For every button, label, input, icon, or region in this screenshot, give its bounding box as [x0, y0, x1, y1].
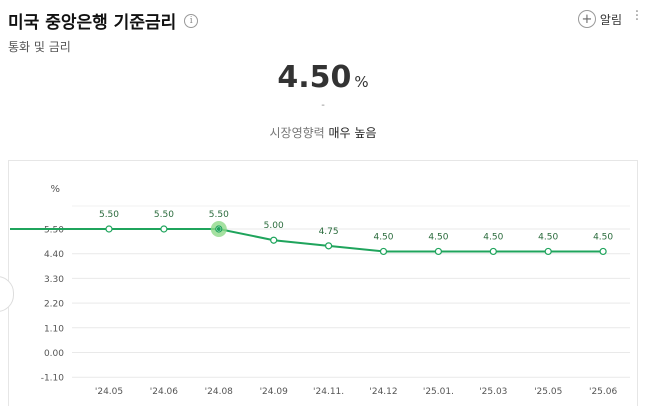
- x-tick-label: '25.05: [534, 387, 562, 397]
- y-tick-label: -1.10: [41, 374, 65, 384]
- data-label: 4.50: [593, 232, 613, 242]
- data-label: 5.00: [264, 221, 284, 231]
- data-label: 5.50: [154, 210, 174, 220]
- alert-label: 알림: [599, 12, 622, 27]
- impact-label: 시장영향력: [269, 126, 325, 140]
- data-point: [544, 247, 552, 256]
- data-point: [325, 242, 333, 250]
- title-text: 미국 중앙은행 기준금리: [8, 13, 177, 33]
- rate-unit: %: [354, 73, 369, 91]
- more-vertical-icon[interactable]: · · ·: [634, 4, 640, 28]
- info-icon[interactable]: i: [184, 13, 199, 28]
- chart-panel: [8, 160, 638, 406]
- x-tick-label: '24.08: [205, 387, 234, 397]
- x-tick-label: '25.06: [589, 387, 618, 397]
- data-label: 5.50: [99, 210, 119, 220]
- data-point: [379, 247, 388, 256]
- category-subtitle: 통화 및 금리: [8, 40, 71, 54]
- current-value: 4.50%: [0, 60, 646, 95]
- market-impact: 시장영향력 매우 높음: [0, 124, 646, 141]
- data-label: 4.50: [538, 232, 558, 242]
- chart-title: 미국 중앙은행 기준금리 i: [8, 8, 199, 33]
- y-tick-label: 1.10: [44, 324, 64, 334]
- y-tick-label: 5.50: [44, 226, 64, 236]
- x-tick-label: '24.11.: [313, 387, 344, 397]
- x-tick-label: '24.09: [260, 387, 289, 397]
- data-point: [105, 225, 113, 233]
- highlight-point: [216, 227, 221, 231]
- data-point: [160, 225, 168, 233]
- data-point: [599, 247, 607, 256]
- rate-change: -: [321, 100, 325, 111]
- data-label: 4.75: [319, 227, 339, 237]
- x-tick-label: '24.12: [369, 387, 397, 397]
- x-tick-label: '25.03: [479, 387, 507, 397]
- data-point: [434, 247, 442, 256]
- data-point: [270, 236, 278, 244]
- y-axis-unit: %: [50, 184, 60, 195]
- data-point: [489, 247, 497, 256]
- data-label: 4.50: [428, 232, 448, 242]
- plus-icon: +: [577, 10, 596, 28]
- y-tick-label: 2.20: [44, 300, 64, 310]
- alert-button[interactable]: + 알림: [577, 10, 622, 28]
- y-tick-label: 4.40: [44, 250, 64, 260]
- y-tick-label: 3.30: [44, 275, 64, 285]
- x-tick-label: '24.05: [95, 387, 123, 397]
- data-label: 4.50: [373, 232, 393, 242]
- impact-level: 매우 높음: [328, 126, 377, 140]
- data-label: 4.50: [483, 232, 503, 242]
- x-tick-label: '25.01.: [423, 387, 454, 397]
- rate-value: 4.50: [277, 60, 352, 95]
- y-tick-label: 0.00: [44, 349, 64, 359]
- series-line: [109, 228, 604, 253]
- x-tick-label: '24.06: [150, 387, 179, 397]
- data-label: 5.50: [209, 210, 229, 220]
